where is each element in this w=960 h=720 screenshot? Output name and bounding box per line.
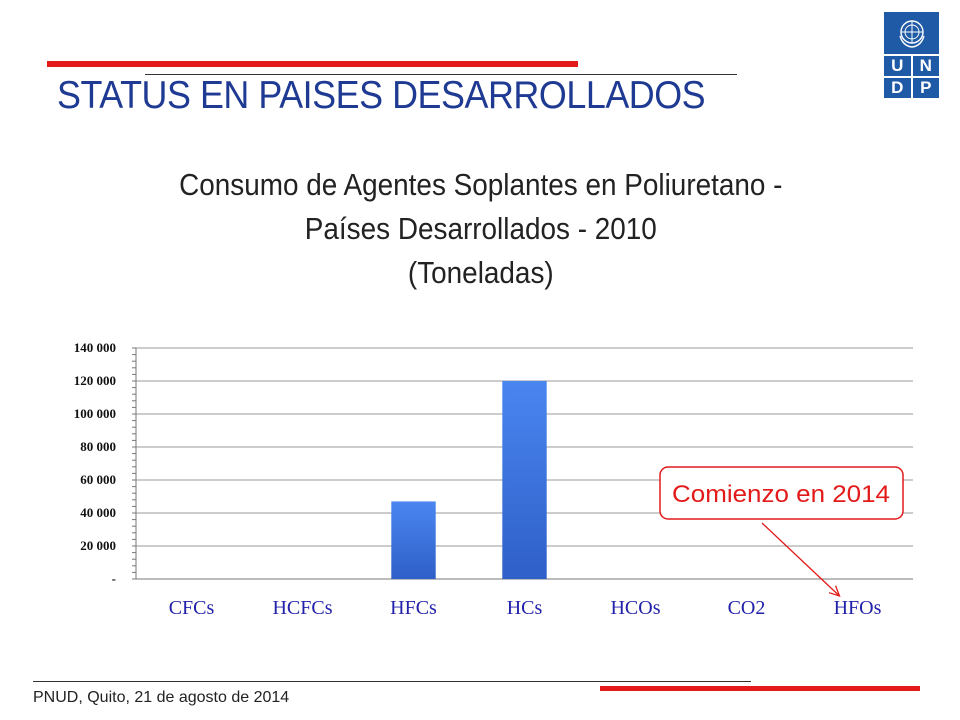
bar-hcs (502, 381, 547, 579)
x-category-label: CO2 (728, 597, 766, 619)
logo-letter: U (884, 56, 911, 76)
x-category-label: HFCs (390, 597, 437, 619)
x-category-label: CFCs (169, 597, 215, 619)
logo-letter: N (912, 56, 939, 76)
chart-title-line: Consumo de Agentes Soplantes en Poliuret… (179, 167, 783, 202)
x-category-label: HCFCs (272, 597, 332, 619)
top-red-accent-bar (47, 61, 578, 67)
un-emblem-icon (884, 12, 939, 54)
bottom-divider-line (33, 681, 751, 682)
bar-hfcs (391, 501, 436, 579)
bars (391, 381, 547, 579)
y-tick-label: - (112, 571, 116, 586)
slide-title: STATUS EN PAISES DESARROLLADOS (57, 74, 706, 117)
y-tick-label: 40 000 (80, 505, 116, 520)
x-category-label: HCs (507, 597, 543, 619)
y-tick-label: 80 000 (80, 439, 116, 454)
chart-title-line: Países Desarrollados - 2010 (304, 211, 657, 246)
annotation-box (659, 466, 904, 520)
y-tick-label: 20 000 (80, 538, 116, 553)
y-tick-label: 60 000 (80, 472, 116, 487)
annotation-arrow-head (828, 585, 841, 598)
x-category-label: HFOs (834, 597, 882, 619)
chart-title-line: (Toneladas) (407, 255, 554, 290)
annotation: Comienzo en 2014 (659, 466, 904, 598)
undp-logo: U N D P (884, 12, 939, 98)
top-divider-line (145, 74, 737, 75)
chart-title: Consumo de Agentes Soplantes en Poliuret… (49, 163, 913, 295)
annotation-arrow-line (761, 522, 840, 597)
y-tick-label: 120 000 (74, 373, 116, 388)
y-tick-label: 140 000 (74, 340, 116, 355)
bottom-red-accent-bar (600, 686, 920, 691)
y-tick-label: 100 000 (74, 406, 116, 421)
logo-letter: D (884, 78, 911, 98)
footer-text: PNUD, Quito, 21 de agosto de 2014 (33, 689, 290, 706)
x-category-label: HCOs (610, 597, 660, 619)
annotation-text: Comienzo en 2014 (672, 481, 890, 508)
logo-letter: P (912, 78, 939, 98)
axis-labels: - 20 000 40 000 60 000 80 000 100 000 120 000 1… (74, 340, 882, 619)
